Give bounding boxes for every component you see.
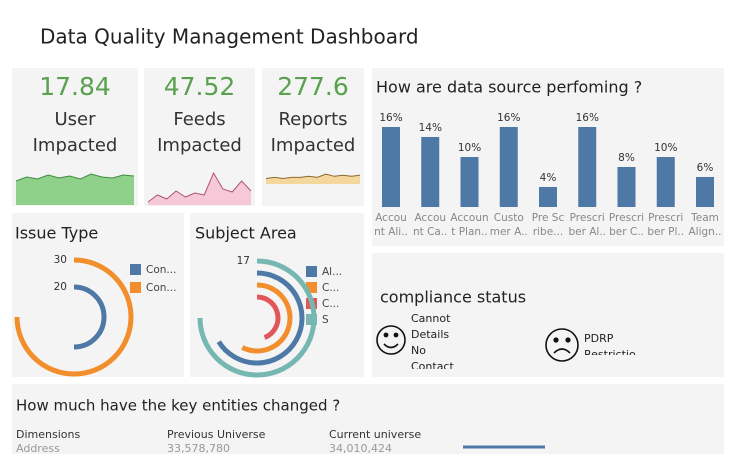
x-tick-label: Prescri ber Pl..: [647, 212, 685, 238]
value-label: 10%: [458, 142, 481, 154]
x-tick-label: Accou nt Ali..: [374, 212, 408, 238]
x-tick-label: Prescri ber Al..: [568, 212, 607, 238]
section-title: compliance status: [380, 288, 526, 307]
value-label: 10%: [654, 142, 677, 154]
bar: [499, 127, 518, 207]
card: [12, 384, 724, 454]
chart-title: Issue Type: [15, 224, 98, 243]
legend-swatch: [306, 266, 317, 277]
column-header: Dimensions: [16, 428, 81, 441]
sparkline-area: [16, 174, 134, 205]
compliance-item: PDRP Restrictio: [584, 332, 636, 355]
legend-swatch: [306, 314, 317, 325]
column-header: Current universe: [329, 428, 422, 441]
x-tick-label: Prescri ber C..: [608, 212, 645, 238]
bar: [696, 177, 714, 207]
value-label: 16%: [379, 112, 402, 124]
sparkline: [265, 173, 361, 180]
bar: [539, 187, 557, 207]
column-value: Address: [16, 442, 60, 454]
bar: [578, 127, 597, 207]
value-label: 14%: [419, 122, 442, 134]
x-tick-label: Custo mer A..: [489, 212, 528, 238]
radial-bar: [256, 294, 281, 340]
sparkline: [147, 171, 252, 203]
chart-title: Subject Area: [195, 224, 297, 243]
value-label: 4%: [540, 172, 557, 184]
compliance-item: Cannot Details No Contact: [411, 312, 454, 369]
card: [144, 68, 255, 206]
bar: [421, 137, 440, 207]
kpi-value: 277.6: [277, 72, 349, 101]
value-label: 17: [237, 255, 250, 267]
column-header: Previous Universe: [167, 428, 266, 441]
bar: [617, 167, 636, 207]
kpi-label: Reports Impacted: [270, 109, 356, 156]
x-tick-label: Team Align..: [688, 212, 722, 238]
legend-label: S: [322, 314, 329, 326]
value-label: 20: [54, 281, 67, 293]
x-tick-label: Pre Sc ribe...: [531, 212, 565, 238]
radial-bar: [14, 257, 134, 377]
dashboard-title: Data Quality Management Dashboard: [40, 25, 419, 49]
bar: [382, 127, 400, 207]
radial-bar: [241, 282, 293, 354]
legend-label: C...: [322, 298, 339, 310]
kpi-value: 17.84: [39, 72, 111, 101]
section-title: How much have the key entities changed ?: [16, 397, 340, 415]
bar: [656, 157, 675, 207]
chart-title: How are data source perfoming ?: [376, 78, 642, 97]
legend-label: Con...: [146, 282, 176, 294]
value-label: 16%: [576, 112, 599, 124]
card: [190, 213, 364, 377]
value-label: 6%: [697, 162, 714, 174]
legend-label: Al...: [322, 266, 342, 278]
bar: [460, 157, 479, 207]
radial-bar: [197, 258, 317, 378]
legend-swatch: [130, 282, 141, 293]
radial-bar: [73, 284, 107, 350]
value-label: 8%: [618, 152, 635, 164]
kpi-value: 47.52: [164, 72, 236, 101]
legend-swatch: [306, 282, 317, 293]
legend-label: Con...: [146, 264, 176, 276]
value-label: 16%: [497, 112, 520, 124]
x-tick-label: Accou nt Ca..: [412, 212, 448, 238]
legend-swatch: [130, 264, 141, 275]
kpi-label: User Impacted: [32, 109, 118, 156]
card: [12, 213, 184, 377]
card: [372, 253, 724, 377]
sparkline: [15, 173, 135, 182]
column-value: 33,578,780: [167, 442, 230, 454]
happy-face: [376, 325, 406, 355]
legend-label: C...: [322, 282, 339, 294]
radial-bar: [216, 270, 305, 366]
kpi-label: Feeds Impacted: [157, 109, 242, 156]
sparkline-area: [148, 173, 251, 205]
sad-face: [545, 328, 579, 362]
value-label: 30: [54, 254, 67, 266]
sparkline-area: [266, 174, 360, 184]
column-value: 34,010,424: [329, 442, 392, 454]
x-tick-label: Accoun t Plan..: [450, 212, 489, 238]
